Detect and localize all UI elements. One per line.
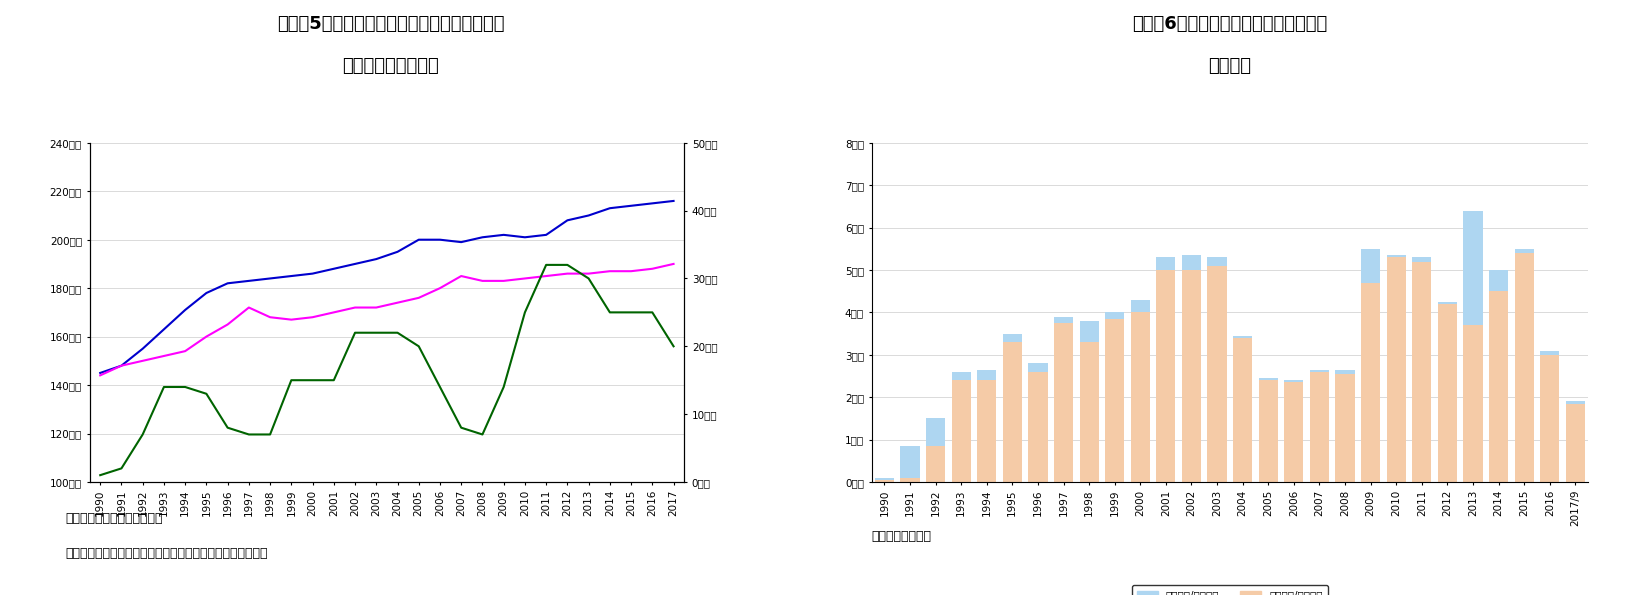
Bar — [1386, 257, 1406, 482]
Bar — [1183, 255, 1201, 270]
Bar — [1541, 350, 1559, 355]
Bar — [951, 372, 971, 380]
Bar — [1028, 372, 1047, 482]
Bar — [1104, 319, 1124, 482]
Bar — [1259, 378, 1277, 380]
Bar — [1157, 270, 1176, 482]
Bar — [1463, 325, 1482, 482]
Bar — [1438, 304, 1456, 482]
Bar — [1438, 302, 1456, 304]
Bar — [1362, 283, 1380, 482]
Bar — [951, 380, 971, 482]
Bar — [1541, 355, 1559, 482]
Text: 空室面積: 空室面積 — [1209, 57, 1251, 74]
Bar — [977, 380, 997, 482]
Bar — [1336, 369, 1355, 374]
Bar — [1207, 266, 1227, 482]
Text: 図表－5　大阪ビジネス地区の賃貸可能面積・: 図表－5 大阪ビジネス地区の賃貸可能面積・ — [277, 15, 505, 33]
Bar — [1489, 291, 1508, 482]
Bar — [1054, 323, 1074, 482]
Bar — [1131, 312, 1150, 482]
Bar — [1080, 321, 1098, 342]
Bar — [977, 369, 997, 380]
Bar — [1310, 372, 1329, 482]
Legend: 空室面積/新築ビル, 空室面積/既存ビル: 空室面積/新築ビル, 空室面積/既存ビル — [1132, 585, 1328, 595]
Bar — [1259, 380, 1277, 482]
Bar — [1515, 249, 1535, 253]
Text: （出所）三鬼商事: （出所）三鬼商事 — [872, 530, 932, 543]
Bar — [1183, 270, 1201, 482]
Bar — [1284, 380, 1303, 383]
Bar — [1489, 270, 1508, 291]
Bar — [1463, 211, 1482, 325]
Bar — [925, 446, 945, 482]
Bar — [1515, 253, 1535, 482]
Bar — [925, 418, 945, 446]
Bar — [1412, 257, 1432, 262]
Bar — [1336, 374, 1355, 482]
Text: 賃貸面積・空室面積: 賃貸面積・空室面積 — [342, 57, 440, 74]
Bar — [1565, 402, 1585, 403]
Bar — [1362, 249, 1380, 283]
Bar — [1054, 317, 1074, 323]
Bar — [1207, 257, 1227, 266]
Bar — [1080, 342, 1098, 482]
Bar — [875, 478, 894, 480]
Bar — [1233, 336, 1253, 338]
Text: （注）脚注６を参照のこと。: （注）脚注６を参照のこと。 — [65, 512, 163, 525]
Bar — [901, 446, 919, 478]
Bar — [1310, 369, 1329, 372]
Bar — [1565, 403, 1585, 482]
Bar — [1233, 338, 1253, 482]
Text: 図表－6　梅田地区の新築・既存ビル別: 図表－6 梅田地区の新築・既存ビル別 — [1132, 15, 1328, 33]
Bar — [1003, 334, 1021, 342]
Bar — [1157, 257, 1176, 270]
Bar — [901, 478, 919, 482]
Text: （出所）三鬼商事のデータを基にニッセイ基礎研究所が作成: （出所）三鬼商事のデータを基にニッセイ基礎研究所が作成 — [65, 547, 267, 560]
Bar — [1386, 255, 1406, 257]
Bar — [1028, 363, 1047, 372]
Bar — [1003, 342, 1021, 482]
Bar — [1104, 312, 1124, 319]
Bar — [1131, 300, 1150, 312]
Bar — [875, 480, 894, 482]
Bar — [1412, 262, 1432, 482]
Bar — [1284, 383, 1303, 482]
